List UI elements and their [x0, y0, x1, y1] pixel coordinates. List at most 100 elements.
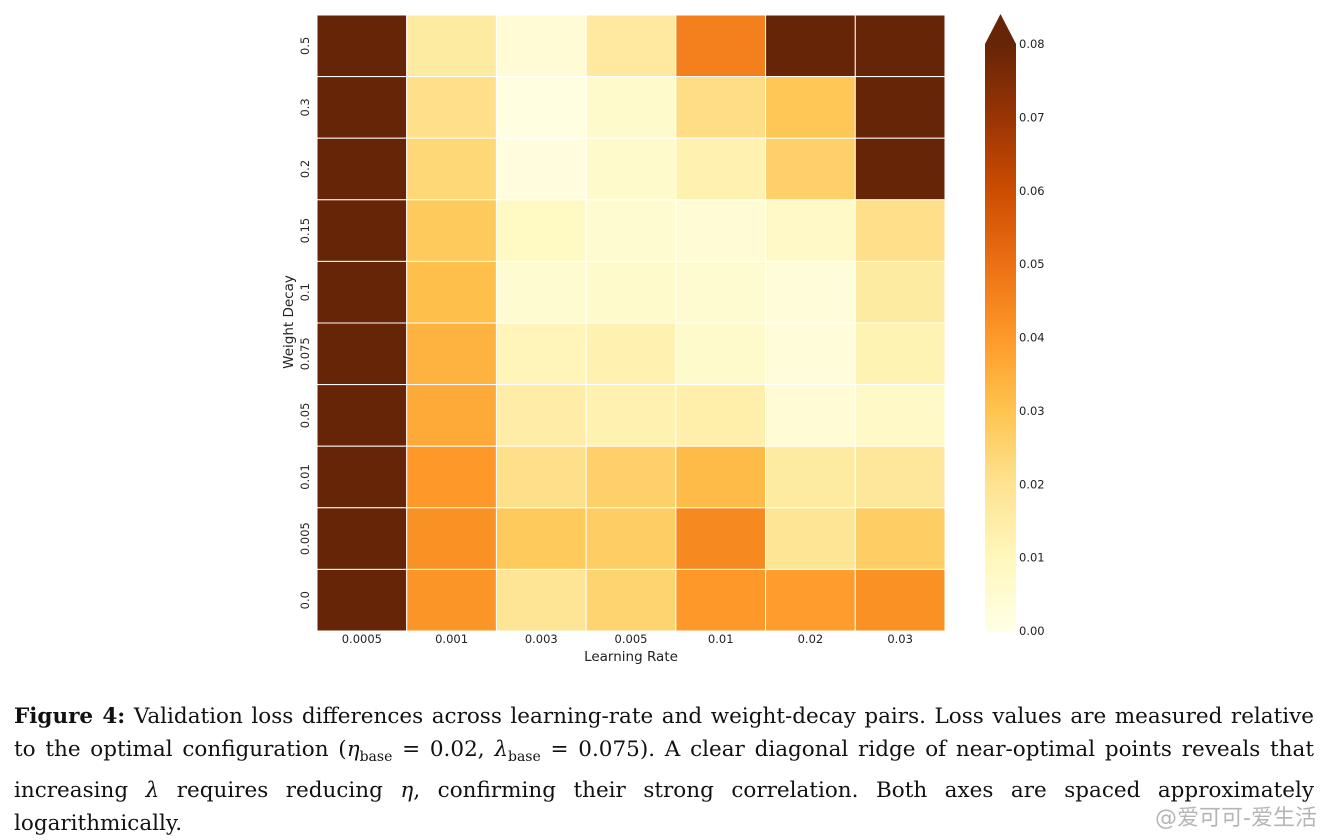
x-tick-label: 0.03 [887, 632, 913, 646]
heatmap-cell [495, 507, 587, 570]
heatmap-cell [675, 507, 767, 570]
heatmap-cell [854, 199, 946, 262]
heatmap-cell [585, 137, 677, 201]
y-tick-label: 0.1 [298, 283, 312, 301]
caption-lambda: λ [494, 737, 508, 762]
heatmap-cell [316, 507, 408, 570]
heatmap-cell [675, 199, 767, 262]
heatmap-cell [765, 199, 856, 262]
colorbar: 0.00 0.01 0.02 0.03 0.04 0.05 0.06 0.07 0.08 [985, 14, 1045, 638]
colorbar-tick-label: 0.00 [1019, 624, 1045, 638]
heatmap-cell [316, 384, 408, 447]
colorbar-tick-label: 0.05 [1019, 257, 1045, 271]
heatmap-figure: 0.0005 0.001 0.003 0.005 0.01 0.02 0.03 0.5 0.3… [281, 14, 1045, 665]
y-tick-label: 0.5 [298, 37, 312, 55]
heatmap-cell [675, 76, 767, 139]
y-tick-labels: 0.5 0.3 0.2 0.15 0.1 0.075 0.05 0.01 0.005 0.0 [298, 37, 312, 610]
x-tick-labels: 0.0005 0.001 0.003 0.005 0.01 0.02 0.03 [342, 632, 913, 646]
heatmap-cell [495, 137, 587, 201]
caption-text-1: Validation loss differences across learn… [14, 704, 1315, 762]
heatmap-cells [316, 14, 946, 632]
x-tick-label: 0.005 [615, 632, 648, 646]
heatmap-cell [585, 507, 677, 570]
heatmap-cell [854, 568, 946, 632]
heatmap-cell [406, 322, 497, 386]
x-tick-label: 0.003 [525, 632, 558, 646]
heatmap-cell [675, 445, 767, 509]
heatmap-cell [585, 384, 677, 447]
colorbar-tick-label: 0.07 [1019, 110, 1045, 124]
heatmap-cell [765, 568, 856, 632]
colorbar-tick-label: 0.03 [1019, 404, 1045, 418]
watermark: @爱可可-爱生活 [1155, 806, 1317, 831]
heatmap-cell [406, 76, 497, 139]
figure-caption: Figure 4: Validation loss differences ac… [14, 700, 1314, 840]
y-tick-label: 0.15 [298, 218, 312, 244]
heatmap-cell [406, 507, 497, 570]
caption-text-mid: requires reducing [159, 778, 401, 803]
heatmap-cell [316, 260, 408, 324]
x-tick-label: 0.0005 [342, 632, 382, 646]
heatmap-cell [316, 76, 408, 139]
heatmap-cell [495, 384, 587, 447]
caption-text-rest: , confirming their strong correlation. B… [14, 778, 1315, 836]
heatmap-cell [765, 14, 856, 78]
heatmap-cell [585, 14, 677, 78]
caption-lambda-val: = 0.075). A clear diagonal ridge of near… [14, 737, 1314, 803]
caption-eta-sub: base [359, 749, 393, 765]
heatmap-cell [316, 445, 408, 509]
x-tick-label: 0.02 [798, 632, 824, 646]
heatmap-cell [585, 199, 677, 262]
heatmap-cell [854, 445, 946, 509]
caption-label: Figure 4: [14, 704, 126, 729]
heatmap-cell [316, 568, 408, 632]
heatmap-cell [406, 568, 497, 632]
heatmap-cell [406, 445, 497, 509]
caption-lambda-sub: base [507, 749, 541, 765]
x-axis-label: Learning Rate [584, 649, 678, 665]
colorbar-tick-label: 0.08 [1019, 37, 1045, 51]
colorbar-tick-label: 0.02 [1019, 477, 1045, 491]
heatmap-cell [854, 507, 946, 570]
heatmap-cell [406, 260, 497, 324]
heatmap-cell [585, 76, 677, 139]
heatmap-cell [765, 322, 856, 386]
heatmap-cell [316, 322, 408, 386]
heatmap-cell [765, 76, 856, 139]
y-tick-label: 0.01 [298, 464, 312, 490]
heatmap-cell [854, 260, 946, 324]
y-tick-label: 0.0 [298, 591, 312, 609]
y-tick-label: 0.05 [298, 403, 312, 429]
heatmap-cell [675, 137, 767, 201]
heatmap-cell [495, 199, 587, 262]
heatmap-cell [854, 137, 946, 201]
caption-lambda-2: λ [145, 778, 160, 803]
heatmap-cell [406, 137, 497, 201]
heatmap-cell [585, 260, 677, 324]
heatmap-cell [585, 322, 677, 386]
heatmap-cell [765, 445, 856, 509]
heatmap-cell [495, 568, 587, 632]
caption-eta-val: = 0.02, [392, 737, 495, 762]
heatmap-cell [854, 322, 946, 386]
y-tick-label: 0.2 [298, 160, 312, 178]
caption-eta: η [346, 737, 360, 762]
y-tick-label: 0.005 [298, 522, 312, 555]
heatmap-cell [495, 76, 587, 139]
colorbar-gradient [985, 44, 1016, 631]
heatmap-cell [316, 137, 408, 201]
heatmap-cell [316, 14, 408, 78]
heatmap-cell [675, 260, 767, 324]
caption-eta-2: η [400, 778, 414, 803]
heatmap-cell [765, 137, 856, 201]
heatmap-cell [675, 322, 767, 386]
heatmap-cell [765, 507, 856, 570]
heatmap-cell [316, 199, 408, 262]
colorbar-tick-label: 0.04 [1019, 331, 1045, 345]
heatmap-cell [585, 445, 677, 509]
y-tick-label: 0.075 [298, 337, 312, 370]
heatmap-cell [675, 384, 767, 447]
heatmap-cell [495, 445, 587, 509]
y-axis-label: Weight Decay [281, 275, 297, 369]
colorbar-tick-label: 0.01 [1019, 551, 1045, 565]
